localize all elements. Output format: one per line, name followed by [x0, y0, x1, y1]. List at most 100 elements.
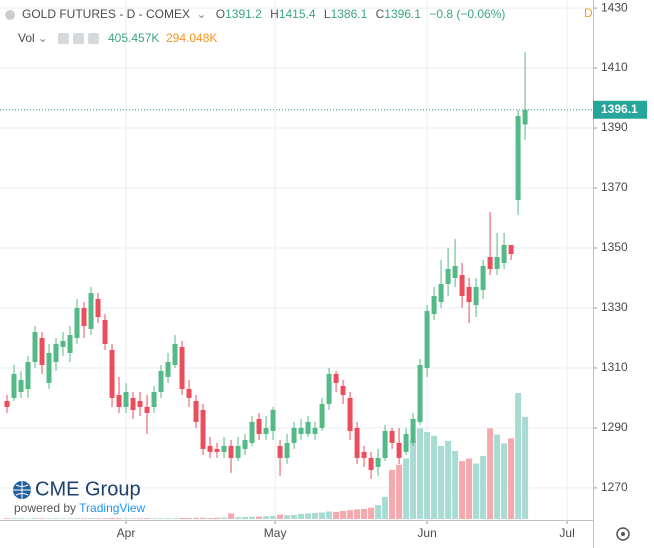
candle-body	[186, 388, 192, 398]
price-tag-label: 1396.1	[601, 102, 638, 116]
volume-bar	[109, 517, 116, 519]
volume-bar	[305, 513, 312, 519]
symbol-title: GOLD FUTURES - D - COMEX	[22, 7, 190, 21]
volume-bar	[235, 517, 242, 519]
candle-body	[242, 439, 248, 449]
settings-icon[interactable]	[73, 33, 84, 44]
volume-bar	[326, 511, 333, 519]
volume-ma-value: 294.048K	[166, 31, 217, 45]
price-tag	[593, 100, 647, 119]
candle-body	[396, 442, 402, 458]
candle-body	[326, 373, 332, 404]
volume-bar	[340, 510, 347, 519]
volume-title-text: Vol	[18, 31, 35, 45]
candle-body	[347, 397, 353, 431]
x-tick-label: May	[264, 526, 287, 540]
candle-body	[158, 370, 164, 392]
volume-bar	[249, 516, 256, 519]
candle-body	[235, 445, 241, 458]
candle-body	[340, 385, 346, 395]
volume-bar	[25, 518, 32, 519]
candle-body	[46, 352, 52, 383]
gear-ring	[616, 527, 630, 541]
close-icon[interactable]	[88, 33, 99, 44]
volume-bar	[473, 463, 480, 519]
volume-bar	[389, 469, 396, 519]
volume-bar	[382, 496, 389, 519]
volume-bar	[256, 516, 263, 519]
volume-bar	[270, 515, 277, 519]
volume-bar	[410, 440, 417, 519]
ohlc-letter: H	[270, 7, 279, 21]
volume-bar	[46, 518, 53, 519]
candle-body	[487, 257, 493, 269]
volume-bar	[466, 458, 473, 519]
volume-bar	[319, 512, 326, 519]
candle-body	[200, 409, 206, 449]
volume-bar	[417, 428, 424, 519]
candle-body	[368, 457, 374, 470]
candle-body	[277, 445, 283, 458]
candle-body	[4, 400, 10, 407]
volume-bar	[312, 512, 319, 519]
powered-by-text: powered by	[14, 501, 76, 515]
eye-icon[interactable]	[58, 33, 69, 44]
y-tick-label: 1430	[601, 0, 628, 14]
candle-body	[193, 400, 199, 422]
candle-body	[123, 391, 129, 407]
candle-body	[53, 343, 59, 362]
candle-body	[88, 292, 94, 329]
y-tick-label: 1310	[601, 360, 628, 374]
volume-bar	[361, 508, 368, 519]
candle-body	[74, 307, 80, 338]
volume-bar	[438, 445, 445, 519]
candle-body	[39, 337, 45, 365]
candle-body	[361, 451, 367, 458]
volume-bar	[284, 515, 291, 519]
candle-body	[263, 427, 269, 434]
volume-bar	[515, 393, 522, 519]
gear-center	[621, 532, 625, 536]
settings-gear[interactable]	[616, 527, 630, 541]
y-tick-label: 1290	[601, 420, 628, 434]
volume-bar	[11, 518, 18, 519]
x-tick-label: Jun	[417, 526, 436, 540]
volume-bar	[242, 516, 249, 519]
volume-bar	[494, 434, 501, 519]
volume-bar	[487, 428, 494, 519]
ohlc-letter: C	[376, 7, 385, 21]
y-tick-label: 1270	[601, 480, 628, 494]
candle-body	[354, 427, 360, 458]
volume-bar	[459, 461, 466, 519]
legend-header: GOLD FUTURES - D - COMEX ⌄ O1391.2 H1415…	[5, 6, 593, 45]
volume-bar	[67, 518, 74, 519]
candle-body	[459, 274, 465, 296]
candle-body	[431, 295, 437, 314]
interval-badge[interactable]: D	[584, 6, 593, 20]
change: −0.8 (−0.06%)	[429, 7, 505, 21]
volume-bar	[186, 518, 193, 519]
chevron[interactable]: ⌄	[38, 31, 48, 45]
volume-bar	[221, 517, 228, 519]
candle-body	[67, 334, 73, 353]
chevron[interactable]: ⌄	[196, 7, 206, 21]
y-tick-label: 1370	[601, 180, 628, 194]
volume-bar	[81, 518, 88, 519]
candle-body	[452, 265, 458, 278]
candle-body	[214, 448, 220, 452]
volume-bar	[74, 518, 81, 519]
volume-bar	[165, 518, 172, 519]
candle-body	[417, 364, 423, 422]
volume-bar	[333, 511, 340, 519]
candle-body	[515, 116, 521, 201]
volume-bar	[39, 518, 46, 519]
ohlc-value: 1415.4	[279, 7, 316, 21]
volume-bar	[480, 456, 487, 519]
volume-bar	[123, 518, 130, 519]
volume-bar	[137, 518, 144, 519]
candle-body	[298, 427, 304, 434]
powered-by[interactable]: powered by TradingView	[14, 501, 146, 515]
volume-bar	[18, 518, 25, 519]
candle-body	[522, 109, 528, 125]
